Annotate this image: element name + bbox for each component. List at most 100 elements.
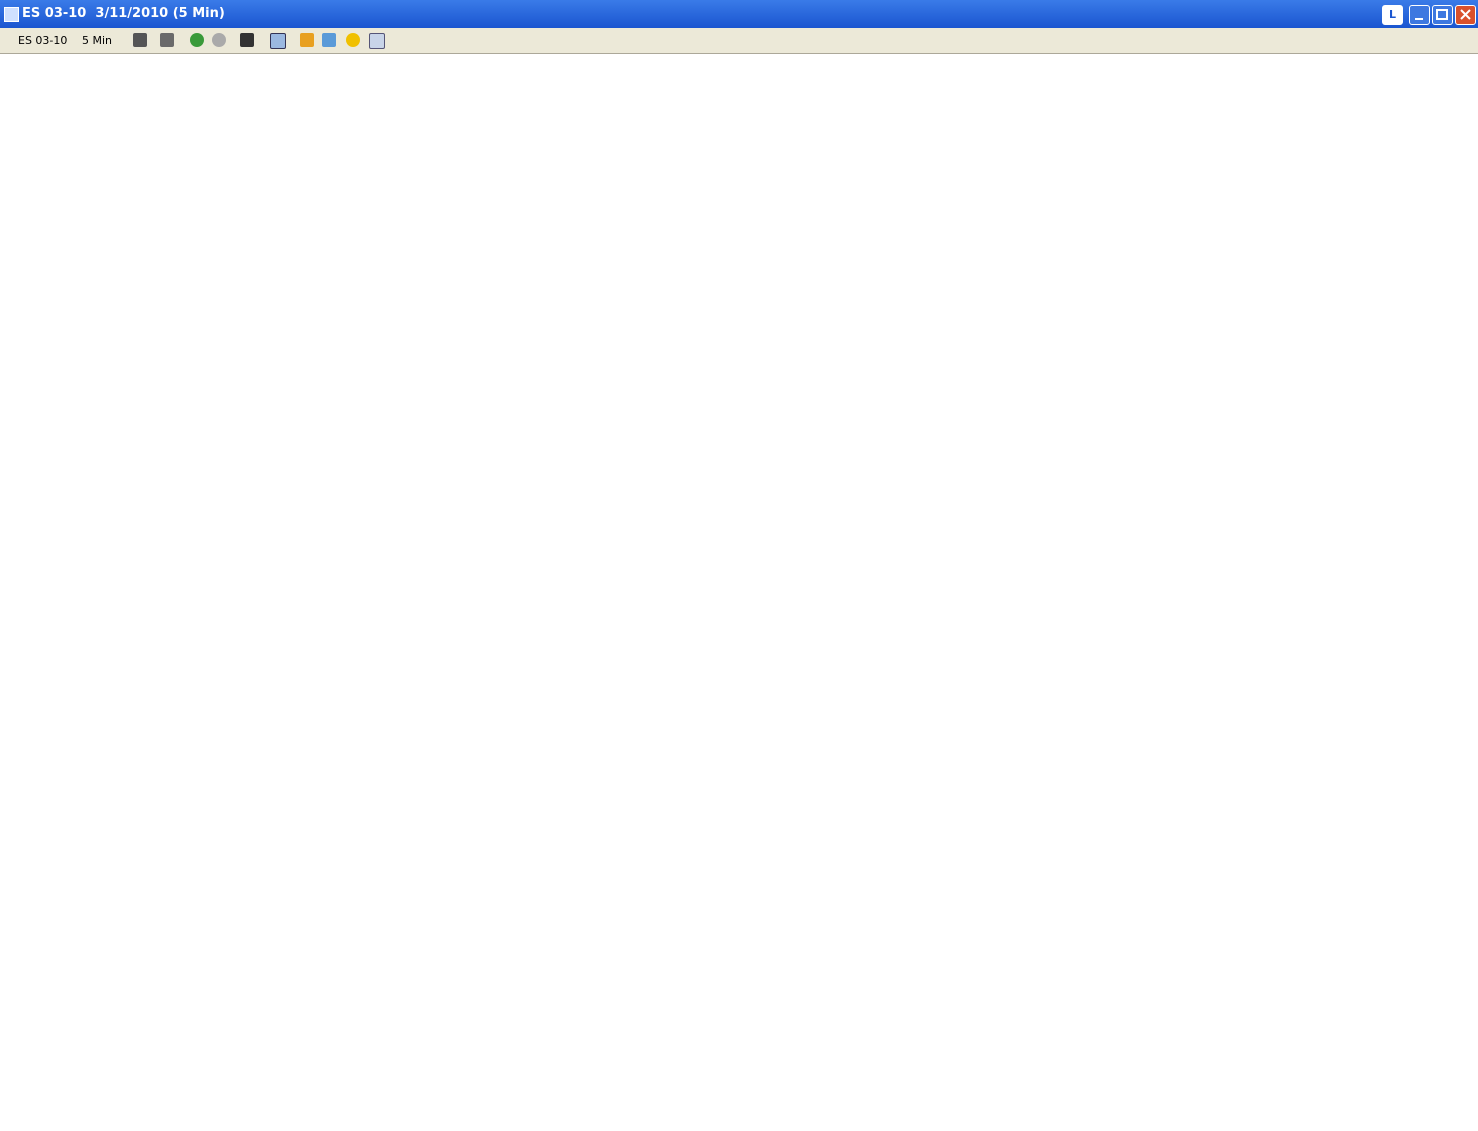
y-tick-label: 50000 <box>1431 673 1463 684</box>
volume-bar <box>649 952 654 1089</box>
volume-bar <box>974 1067 979 1089</box>
title-bar: ES 03-10 3/11/2010 (5 Min) L <box>0 0 1478 28</box>
volume-bar <box>77 1014 82 1089</box>
annotation: Sym Lateral starts in <box>80 544 184 555</box>
volume-bar <box>428 936 433 1089</box>
volume-bar <box>688 944 693 1089</box>
zoom-in-button[interactable] <box>190 33 204 47</box>
volume-bar <box>1000 1055 1005 1089</box>
interval-selector[interactable]: 5 Min <box>82 34 113 47</box>
volume-bar <box>922 1051 927 1089</box>
y-tick-label: 15000 <box>1431 960 1463 971</box>
volume-bar <box>870 1059 875 1089</box>
x-tick-label: 15:00 <box>156 1110 185 1121</box>
volume-bar <box>298 944 303 1089</box>
drawing-objects <box>3 49 1407 1055</box>
volume-bar <box>1013 1038 1018 1089</box>
volume-bar <box>623 1022 628 1089</box>
x-tick-label: 12:40 <box>845 1110 874 1121</box>
volume-bar <box>545 1022 550 1089</box>
volume-bar <box>1104 1001 1109 1089</box>
volume-bar <box>350 981 355 1089</box>
x-tick-label: 14:20 <box>52 1110 81 1121</box>
volume-bar <box>727 1063 732 1089</box>
crosshair-button[interactable] <box>240 33 254 47</box>
volume-bar <box>363 1018 368 1089</box>
volume-bar <box>1234 936 1239 1089</box>
annotation: SYM <box>433 160 454 171</box>
volume-bar <box>337 1022 342 1089</box>
volume-bar <box>558 1034 563 1089</box>
x-tick-label: 12:00 <box>741 1110 770 1121</box>
annotation: NSW moves <box>128 195 188 206</box>
indicators-button[interactable] <box>300 33 314 47</box>
annotation: VE <box>151 183 164 194</box>
volume-bar <box>935 1034 940 1089</box>
volume-bar <box>324 969 329 1089</box>
x-tick-label: 11:20 <box>637 1110 666 1121</box>
volume-bar <box>857 1047 862 1089</box>
properties-button[interactable] <box>270 33 286 49</box>
y-tick-label: 20000 <box>1431 919 1463 930</box>
volume-bar <box>571 1022 576 1089</box>
x-tick-label: 14:40 <box>104 1110 133 1121</box>
app-icon <box>4 7 19 22</box>
x-tick-label: 15:00 <box>1209 1110 1238 1121</box>
draw-button[interactable] <box>160 33 174 47</box>
x-tick-label: 10:00 <box>429 1110 458 1121</box>
volume-bar <box>753 1051 758 1089</box>
y-tick-label: 25000 <box>1431 878 1463 889</box>
volume-bar <box>1221 813 1226 1089</box>
link-button[interactable]: L <box>1382 5 1403 25</box>
volume-bar <box>194 944 199 1089</box>
volume-bar <box>987 1047 992 1089</box>
volume-bar <box>480 1030 485 1089</box>
x-tick-label: 3/11 <box>211 1110 233 1121</box>
volume-bar <box>155 846 160 1089</box>
y-tick-label: 1141.00 <box>1422 445 1463 456</box>
volume-bar <box>103 587 108 1089</box>
volume-bar <box>961 1014 966 1089</box>
volume-bar <box>90 731 95 1089</box>
volume-bar <box>1169 1051 1174 1089</box>
x-tick-label: 13:20 <box>949 1110 978 1121</box>
minimize-button[interactable] <box>1409 5 1430 25</box>
volume-bar <box>1208 936 1213 1089</box>
y-tick-label: 45000 <box>1431 714 1463 725</box>
volume-bar <box>1039 1059 1044 1089</box>
volume-bar <box>376 1001 381 1089</box>
close-button[interactable] <box>1455 5 1476 25</box>
x-tick-label: 14:20 <box>1105 1110 1134 1121</box>
panel-label: NoGapChart <box>5 60 66 71</box>
volume-bar <box>779 1055 784 1089</box>
volume-bar <box>1026 1030 1031 1089</box>
zoom-out-button[interactable] <box>212 33 226 47</box>
volume-bar <box>64 1034 69 1089</box>
volume-bar <box>441 1038 446 1089</box>
x-tick-label: 13:00 <box>897 1110 926 1121</box>
volume-bar <box>1091 899 1096 1089</box>
volume-bar <box>181 677 186 1089</box>
volume-bar <box>714 1055 719 1089</box>
bar-type-button[interactable] <box>133 33 147 47</box>
instrument-selector[interactable]: ES 03-10 <box>18 34 68 47</box>
maximize-button[interactable] <box>1432 5 1453 25</box>
volume-bar <box>1117 944 1122 1089</box>
x-tick-label: 14:00 <box>1053 1110 1082 1121</box>
strategies-button[interactable] <box>322 33 336 47</box>
volume-bar <box>805 1075 810 1089</box>
volume-bar <box>636 936 641 1089</box>
volume-bar <box>51 944 56 1089</box>
x-tick-label: 09:20 <box>325 1110 354 1121</box>
orders-button[interactable] <box>346 33 360 47</box>
y-tick-label: 1145.00 <box>1422 300 1463 311</box>
last-price-label: 1151.00 <box>1422 84 1463 95</box>
y-tick-label: 1140.00 <box>1422 481 1463 492</box>
y-tick-label: 55000 <box>1431 632 1463 643</box>
last-value-box <box>1420 971 1460 986</box>
y-tick-label: 10000 <box>1431 1001 1463 1012</box>
y-tick-label: 35000 <box>1431 796 1463 807</box>
data-box-button[interactable] <box>369 33 385 49</box>
x-tick-label: 10:40 <box>533 1110 562 1121</box>
volume-bar <box>896 1034 901 1089</box>
